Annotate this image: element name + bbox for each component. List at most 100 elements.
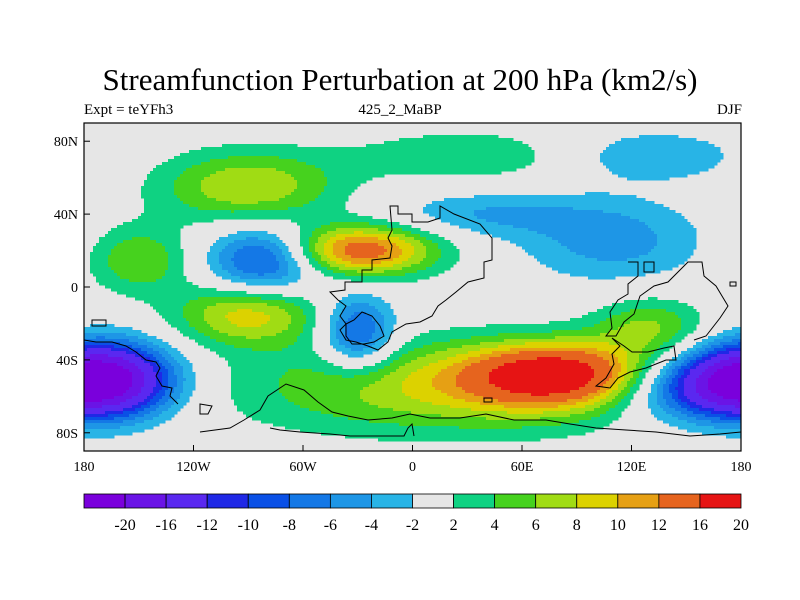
contour-cell [252, 189, 256, 193]
contour-cell [351, 225, 355, 229]
contour-cell [621, 228, 625, 232]
contour-cell [651, 204, 655, 208]
contour-cell [525, 195, 529, 199]
contour-cell [510, 213, 514, 217]
contour-cell [657, 162, 661, 166]
contour-cell [372, 156, 376, 160]
contour-cell [375, 144, 379, 148]
contour-cell [150, 231, 154, 235]
contour-cell [369, 159, 373, 163]
contour-cell [354, 177, 358, 181]
contour-cell [363, 243, 367, 247]
contour-cell [309, 198, 313, 202]
contour-cell [600, 198, 604, 202]
contour-cell [318, 186, 322, 190]
contour-cell [366, 162, 370, 166]
contour-cell [285, 159, 289, 163]
contour-cell [420, 150, 424, 154]
contour-cell [267, 192, 271, 196]
contour-cell [141, 249, 145, 253]
contour-cell [261, 189, 265, 193]
contour-cell [360, 153, 364, 157]
contour-cell [276, 159, 280, 163]
contour-cell [684, 219, 688, 223]
contour-cell [342, 198, 346, 202]
contour-cell [192, 201, 196, 205]
contour-cell [549, 210, 553, 214]
contour-cell [651, 246, 655, 250]
contour-cell [693, 237, 697, 241]
contour-cell [264, 243, 268, 247]
contour-cell [477, 135, 481, 139]
contour-cell [252, 159, 256, 163]
contour-cell [252, 177, 256, 181]
contour-cell [321, 174, 325, 178]
contour-cell [687, 162, 691, 166]
contour-cell [279, 147, 283, 151]
contour-cell [483, 135, 487, 139]
contour-cell [636, 171, 640, 175]
contour-cell [270, 165, 274, 169]
contour-cell [543, 225, 547, 229]
contour-cell [474, 201, 478, 205]
contour-cell [219, 183, 223, 187]
contour-cell [540, 201, 544, 205]
contour-cell [630, 153, 634, 157]
contour-cell [297, 195, 301, 199]
contour-cell [654, 216, 658, 220]
contour-cell [681, 240, 685, 244]
contour-cell [255, 216, 259, 220]
contour-cell [474, 159, 478, 163]
contour-cell [99, 237, 103, 241]
contour-cell [627, 165, 631, 169]
contour-cell [129, 225, 133, 229]
contour-cell [573, 219, 577, 223]
contour-cell [690, 168, 694, 172]
contour-cell [489, 147, 493, 151]
contour-cell [225, 171, 229, 175]
contour-cell [159, 231, 163, 235]
contour-cell [654, 150, 658, 154]
contour-cell [336, 222, 340, 226]
contour-cell [459, 171, 463, 175]
contour-cell [336, 183, 340, 187]
contour-cell [168, 222, 172, 226]
contour-cell [417, 159, 421, 163]
contour-cell [339, 231, 343, 235]
contour-cell [624, 231, 628, 235]
contour-cell [99, 249, 103, 253]
contour-cell [405, 150, 409, 154]
contour-cell [228, 165, 232, 169]
contour-cell [342, 204, 346, 208]
contour-cell [336, 192, 340, 196]
contour-cell [108, 246, 112, 250]
contour-cell [414, 144, 418, 148]
contour-cell [606, 216, 610, 220]
contour-cell [276, 216, 280, 220]
contour-cell [447, 147, 451, 151]
contour-cell [630, 222, 634, 226]
contour-cell [399, 234, 403, 238]
contour-cell [306, 165, 310, 169]
contour-cell [615, 246, 619, 250]
contour-cell [141, 234, 145, 238]
contour-cell [291, 189, 295, 193]
contour-cell [147, 246, 151, 250]
contour-cell [405, 234, 409, 238]
contour-cell [411, 156, 415, 160]
contour-cell [105, 249, 109, 253]
contour-cell [429, 207, 433, 211]
contour-cell [459, 225, 463, 229]
contour-cell [609, 219, 613, 223]
contour-cell [417, 234, 421, 238]
contour-cell [294, 159, 298, 163]
contour-cell [261, 177, 265, 181]
contour-cell [624, 198, 628, 202]
contour-cell [306, 228, 310, 232]
contour-cell [273, 210, 277, 214]
contour-cell [303, 246, 307, 250]
contour-cell [336, 243, 340, 247]
contour-cell [318, 147, 322, 151]
contour-cell [468, 222, 472, 226]
contour-cell [315, 210, 319, 214]
